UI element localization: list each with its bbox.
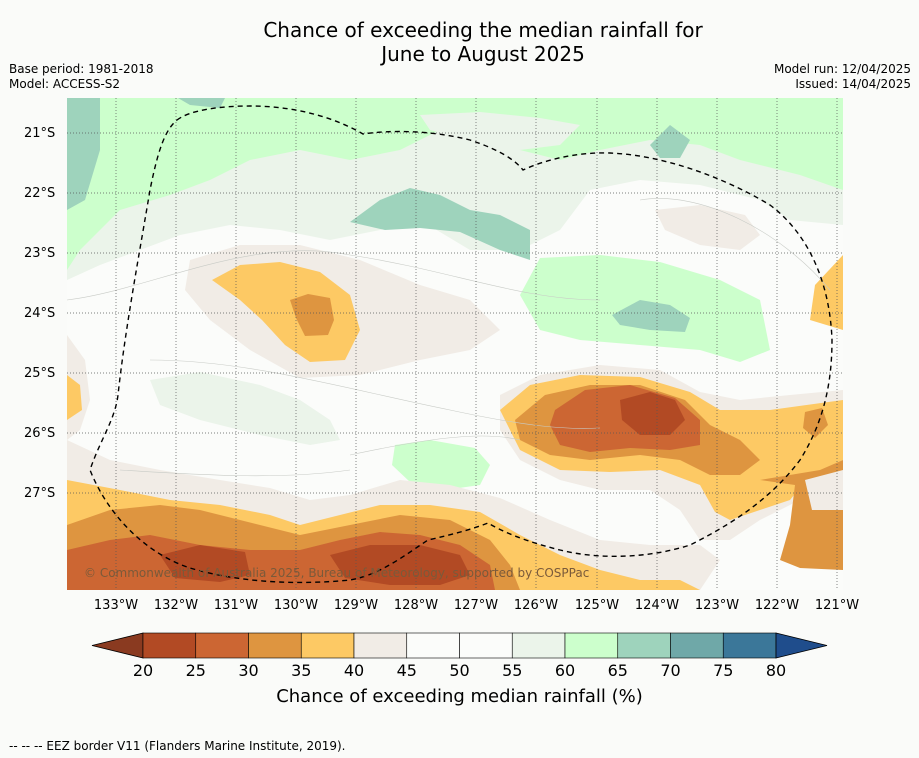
lon-label-128w: 128°W bbox=[393, 598, 439, 613]
contour-60-inner bbox=[420, 112, 580, 150]
lon-label-126w: 126°W bbox=[513, 598, 559, 613]
colorbar-tick-label: 60 bbox=[554, 661, 576, 680]
colorbar-extend-low bbox=[91, 632, 144, 659]
colorbar-tick-label: 65 bbox=[607, 661, 628, 680]
lat-label-22s: 22°S bbox=[24, 186, 56, 201]
colorbar-tick-label: 55 bbox=[502, 661, 523, 680]
contour-70-nw bbox=[67, 98, 100, 210]
copyright-notice: © Commonwealth of Australia 2025, Bureau… bbox=[84, 566, 589, 580]
title-line-2: June to August 2025 bbox=[381, 42, 585, 66]
eez-legend: -- -- -- EEZ border V11 (Flanders Marine… bbox=[9, 739, 346, 753]
colorbar-extend-high bbox=[775, 632, 828, 659]
lat-label-23s: 23°S bbox=[24, 246, 56, 261]
model-name: Model: ACCESS-S2 bbox=[9, 77, 121, 91]
colorbar-segments bbox=[91, 632, 828, 659]
title-line-1: Chance of exceeding the median rainfall … bbox=[263, 18, 703, 42]
colorbar-tick-label: 40 bbox=[343, 661, 365, 680]
colorbar-tick-label: 75 bbox=[713, 661, 734, 680]
contour-lines bbox=[67, 198, 831, 477]
colorbar-tick-label: 35 bbox=[291, 661, 312, 680]
colorbar-segment bbox=[142, 632, 197, 659]
contour-25-east bbox=[620, 392, 685, 435]
colorbar-segment bbox=[459, 632, 513, 659]
contour-35-west bbox=[290, 294, 334, 336]
contour-35-east-edge bbox=[803, 408, 828, 438]
colorbar-segment bbox=[511, 632, 566, 659]
colorbar-segment bbox=[722, 632, 777, 659]
colorbar-segment bbox=[617, 632, 671, 659]
contour-70-centre bbox=[350, 188, 530, 260]
colorbar-tick-label: 45 bbox=[396, 661, 417, 680]
lon-label-130w: 130°W bbox=[273, 598, 319, 613]
colorbar-segment bbox=[406, 632, 460, 659]
contour-70-n bbox=[178, 98, 225, 108]
lon-label-129w: 129°W bbox=[333, 598, 379, 613]
graticule bbox=[67, 98, 843, 590]
contour-45-se bbox=[805, 470, 843, 510]
lon-label-132w: 132°W bbox=[153, 598, 199, 613]
lat-label-21s: 21°S bbox=[24, 126, 56, 141]
contour-65 bbox=[67, 98, 843, 270]
colorbar-segment bbox=[195, 632, 249, 659]
contour-25-south-w bbox=[160, 545, 250, 582]
lat-label-26s: 26°S bbox=[24, 426, 56, 441]
lat-label-27s: 27°S bbox=[24, 486, 56, 501]
lon-label-124w: 124°W bbox=[634, 598, 680, 613]
colorbar-tick-label: 25 bbox=[185, 661, 206, 680]
lon-label-131w: 131°W bbox=[213, 598, 259, 613]
contour-40-east bbox=[810, 255, 843, 330]
colorbar-tick-label: 20 bbox=[132, 661, 154, 680]
lon-label-133w: 133°W bbox=[93, 598, 139, 613]
issued-date: Issued: 14/04/2025 bbox=[795, 77, 911, 91]
colorbar-segment bbox=[300, 632, 355, 659]
contour-70-ne bbox=[650, 125, 690, 158]
lon-label-125w: 125°W bbox=[574, 598, 620, 613]
contour-65-south bbox=[392, 440, 490, 490]
contour-25-south-e bbox=[330, 545, 470, 585]
lon-label-121w: 121°W bbox=[814, 598, 860, 613]
contour-70-east bbox=[612, 300, 690, 332]
contour-60-sw bbox=[150, 372, 340, 445]
colorbar-title: Chance of exceeding median rainfall (%) bbox=[276, 686, 643, 707]
map-title: Chance of exceeding the median rainfall … bbox=[0, 18, 919, 66]
colorbar-tick-label: 80 bbox=[765, 661, 787, 680]
lat-label-25s: 25°S bbox=[24, 366, 56, 381]
contour-40-west bbox=[212, 262, 360, 362]
lon-label-123w: 123°W bbox=[694, 598, 740, 613]
lon-label-127w: 127°W bbox=[453, 598, 499, 613]
colorbar-segment bbox=[353, 632, 408, 659]
colorbar-tick-label: 70 bbox=[660, 661, 681, 680]
contour-40-west-edge bbox=[67, 375, 82, 420]
map-field: © Commonwealth of Australia 2025, Bureau… bbox=[67, 98, 843, 590]
meta-right: Model run: 12/04/2025 Issued: 14/04/2025 bbox=[774, 62, 911, 92]
colorbar-tick-label: 30 bbox=[238, 661, 259, 680]
colorbar bbox=[91, 632, 828, 659]
lon-label-122w: 122°W bbox=[754, 598, 800, 613]
base-period: Base period: 1981-2018 bbox=[9, 62, 154, 76]
colorbar-tick-label: 50 bbox=[449, 661, 470, 680]
colorbar-segment bbox=[564, 632, 619, 659]
model-run: Model run: 12/04/2025 bbox=[773, 62, 911, 76]
lat-label-24s: 24°S bbox=[24, 306, 56, 321]
colorbar-segment bbox=[670, 632, 724, 659]
colorbar-segment bbox=[248, 632, 302, 659]
meta-left: Base period: 1981-2018 Model: ACCESS-S2 bbox=[9, 62, 154, 92]
